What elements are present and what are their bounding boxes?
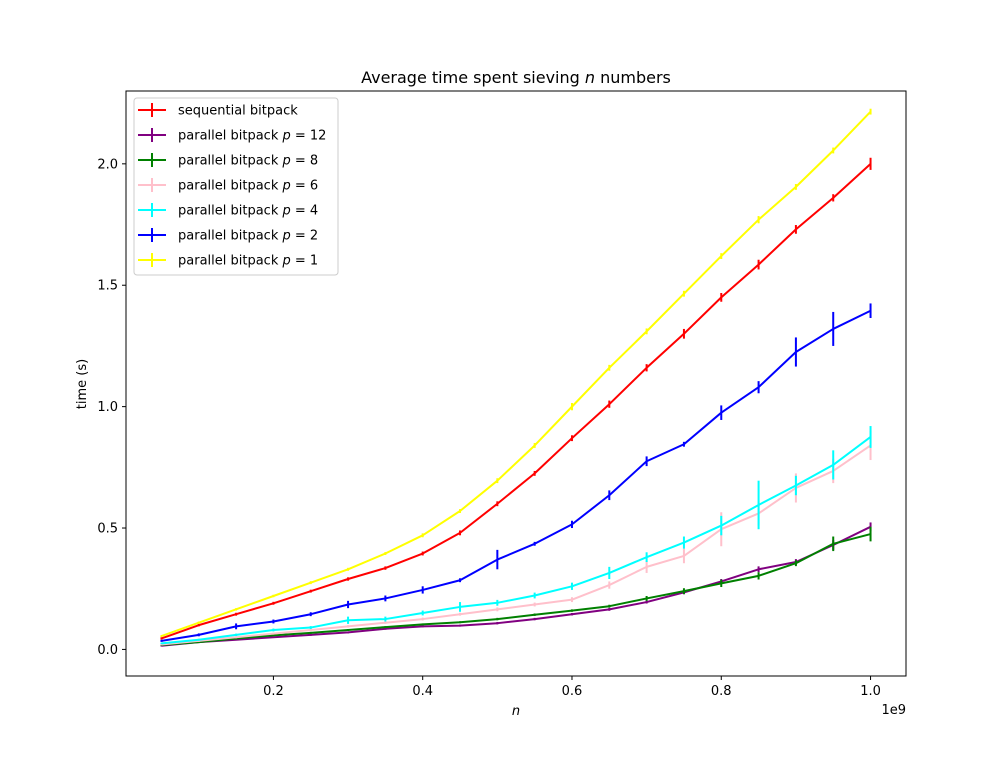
series-2 xyxy=(160,526,872,647)
legend-label: parallel bitpack p = 6 xyxy=(178,179,318,194)
legend-label: parallel bitpack p = 8 xyxy=(178,154,318,169)
y-tick-label-0: 0.0 xyxy=(97,643,118,658)
series-line-1 xyxy=(161,525,871,647)
series-0 xyxy=(160,157,872,640)
x-tick-label-2: 0.6 xyxy=(562,684,583,699)
series-line-6 xyxy=(161,110,872,638)
legend-label: sequential bitpack xyxy=(178,104,298,119)
y-axis-label: time (s) xyxy=(75,359,90,409)
y-tick-label-3: 1.5 xyxy=(97,279,118,294)
legend-item-5: parallel bitpack p = 2 xyxy=(138,228,318,244)
series-6 xyxy=(160,108,872,638)
chart-title: Average time spent sieving n numbers xyxy=(361,68,671,87)
x-axis-offset-label: 1e9 xyxy=(881,703,906,718)
legend-item-6: parallel bitpack p = 1 xyxy=(138,253,318,269)
legend-item-3: parallel bitpack p = 6 xyxy=(138,178,318,194)
legend-item-4: parallel bitpack p = 4 xyxy=(138,203,318,219)
series-line-3 xyxy=(161,444,872,646)
series-line-5 xyxy=(161,309,871,642)
legend: sequential bitpack parallel bitpack p = 1… xyxy=(133,97,339,276)
x-tick-label-4: 1.0 xyxy=(860,684,881,699)
plot-area xyxy=(125,90,907,677)
x-tick-label-0: 0.2 xyxy=(263,684,284,699)
legend-label: parallel bitpack p = 1 xyxy=(178,254,318,269)
legend-item-0: sequential bitpack xyxy=(138,103,298,119)
legend-label: parallel bitpack p = 2 xyxy=(178,229,318,244)
y-tick-label-2: 1.0 xyxy=(97,400,118,415)
series-1 xyxy=(160,522,872,647)
series-layer xyxy=(160,108,872,647)
series-line-0 xyxy=(161,163,872,640)
x-tick-label-1: 0.4 xyxy=(412,684,433,699)
series-line-4 xyxy=(161,436,872,645)
x-axis-label: n xyxy=(512,704,520,719)
legend-item-2: parallel bitpack p = 8 xyxy=(138,153,318,169)
y-tick-label-4: 2.0 xyxy=(97,157,118,172)
axes-layer: 0.2 0.4 0.6 0.8 1.0 0.0 0.5 1.0 1.5 2.0 xyxy=(97,157,881,699)
y-tick-label-1: 0.5 xyxy=(97,522,118,537)
series-4 xyxy=(160,426,872,645)
legend-label: parallel bitpack p = 4 xyxy=(178,204,318,219)
legend-label: parallel bitpack p = 12 xyxy=(178,129,326,144)
series-line-2 xyxy=(161,533,871,647)
series-5 xyxy=(160,303,872,642)
x-tick-label-3: 0.8 xyxy=(711,684,732,699)
legend-box xyxy=(133,97,339,276)
legend-item-1: parallel bitpack p = 12 xyxy=(138,128,326,144)
